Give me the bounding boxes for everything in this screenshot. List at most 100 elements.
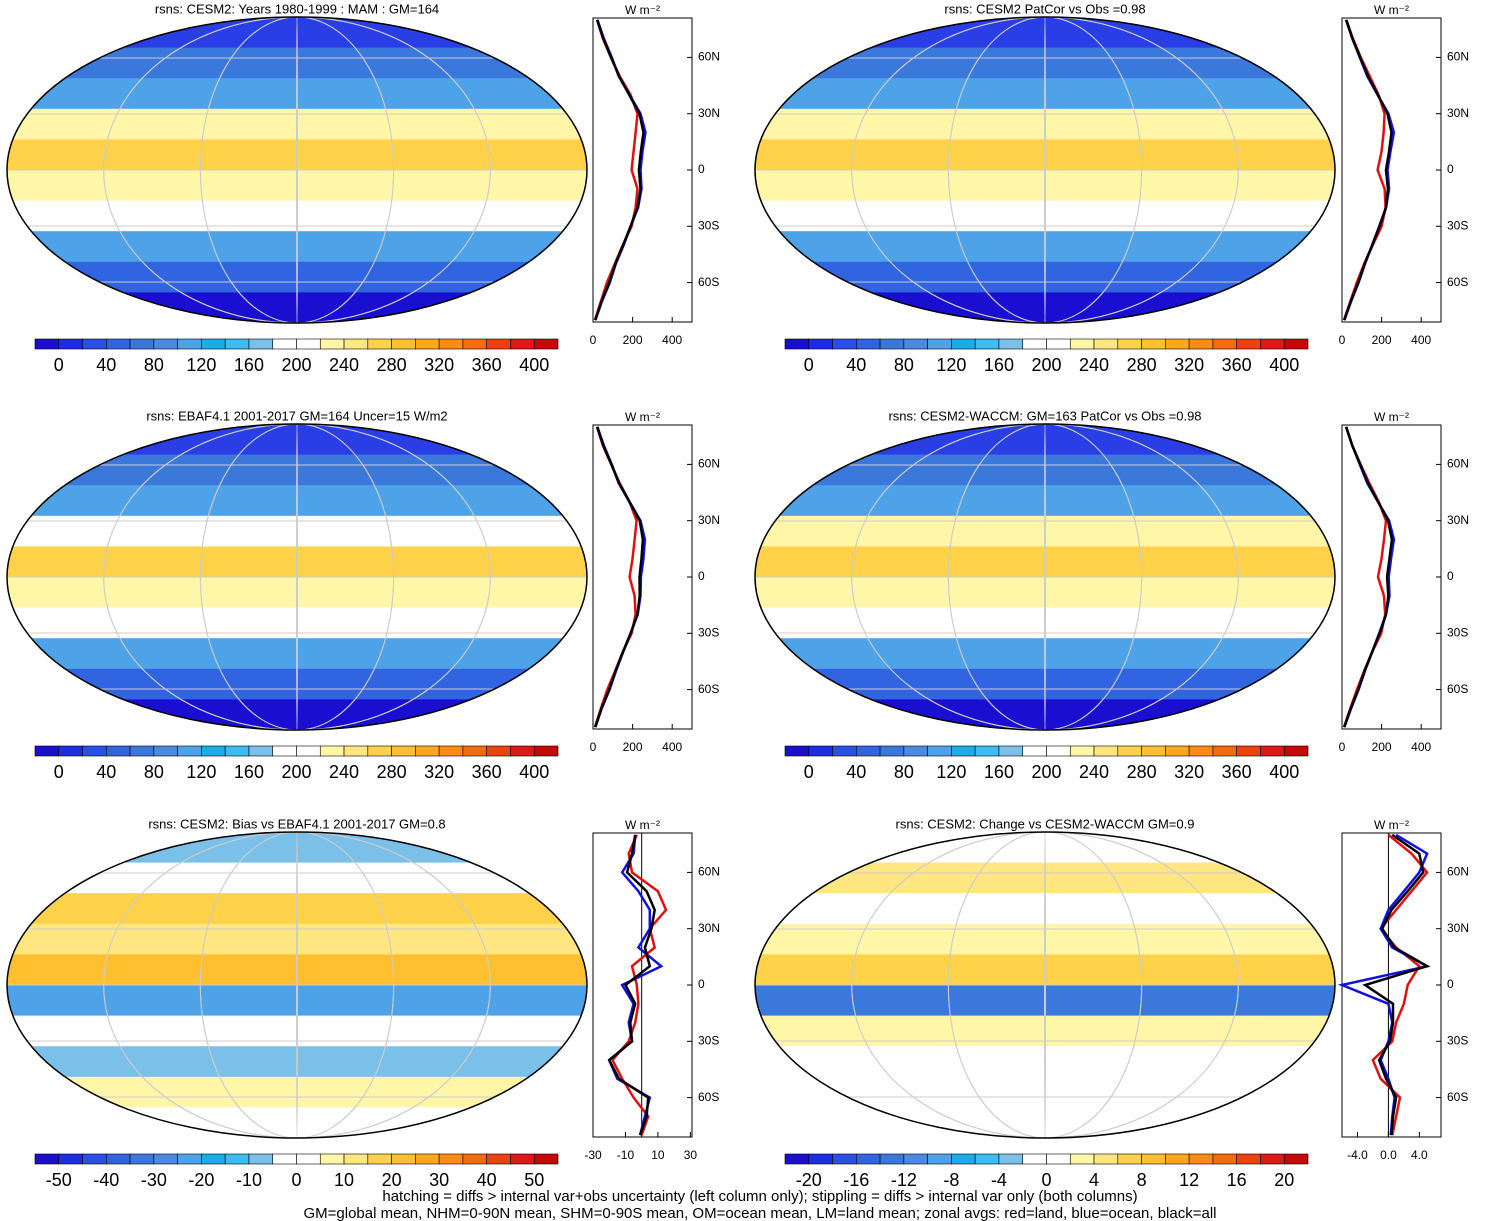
x-tick-label: 200	[623, 333, 643, 347]
colorbar-box	[903, 745, 928, 757]
colorbar-box	[415, 1153, 440, 1165]
colorbar-box	[486, 338, 511, 350]
zonal-unit: W m⁻²	[1374, 3, 1409, 17]
colorbar-box	[927, 338, 952, 350]
colorbar-box	[533, 745, 559, 757]
colorbar-box	[391, 1153, 416, 1165]
colorbar-label: 200	[1031, 355, 1061, 375]
colorbar-label: 80	[894, 355, 914, 375]
colorbar-label: 320	[424, 355, 454, 375]
y-tick-label: 30N	[1447, 513, 1469, 527]
colorbar-box	[832, 1153, 857, 1165]
map-border	[754, 831, 1336, 1139]
y-tick-label: 30N	[1447, 921, 1469, 935]
colorbar-box	[808, 1153, 833, 1165]
colorbar-box	[510, 338, 535, 350]
x-tick-label: 4.0	[1411, 1148, 1428, 1162]
colorbar-box	[1022, 1153, 1047, 1165]
colorbar-label: 280	[1127, 762, 1157, 782]
colorbar-label: 160	[234, 355, 264, 375]
map-border	[754, 423, 1336, 731]
footer-line: hatching = diffs > internal var+obs unce…	[382, 1188, 1137, 1205]
colorbar-label: 30	[429, 1170, 449, 1190]
panel-title: rsns: EBAF4.1 2001-2017 GM=164 Uncer=15 …	[146, 408, 447, 423]
x-tick-label: 0.0	[1380, 1148, 1397, 1162]
colorbar-box	[856, 745, 881, 757]
map-border	[6, 16, 588, 324]
colorbar-label: 0	[54, 355, 64, 375]
colorbar-label: 120	[186, 355, 216, 375]
colorbar-box	[296, 1153, 321, 1165]
colorbar-box	[58, 338, 83, 350]
colorbar-label: -30	[141, 1170, 167, 1190]
colorbar-box	[974, 1153, 1000, 1165]
colorbar-box	[1283, 745, 1309, 757]
y-tick-label: 60S	[698, 275, 719, 289]
colorbar-box	[462, 1153, 487, 1165]
colorbar-box	[272, 1153, 297, 1165]
colorbar-box	[951, 1153, 976, 1165]
y-tick-label: 30N	[698, 106, 720, 120]
map	[6, 423, 588, 731]
colorbar-label: 40	[96, 762, 116, 782]
zonal-line	[594, 426, 647, 728]
panel: rsns: EBAF4.1 2001-2017 GM=164 Uncer=15 …	[6, 408, 720, 782]
colorbar-label: 40	[846, 355, 866, 375]
panel: rsns: CESM2-WACCM: GM=163 PatCor vs Obs …	[754, 408, 1469, 782]
colorbar-box	[248, 1153, 274, 1165]
colorbar-box	[784, 338, 810, 350]
colorbar-box	[82, 745, 107, 757]
zonal-unit: W m⁻²	[1374, 410, 1409, 424]
panel-title: rsns: CESM2 PatCor vs Obs =0.98	[944, 1, 1145, 16]
colorbar-box	[1022, 745, 1047, 757]
map-field	[755, 832, 1335, 1138]
colorbar-label: 200	[281, 762, 311, 782]
colorbar-box	[1046, 1153, 1071, 1165]
colorbar-box	[58, 745, 83, 757]
x-tick-label: 0	[1339, 333, 1346, 347]
zonal-line	[594, 426, 645, 728]
colorbar-label: 10	[334, 1170, 354, 1190]
colorbar-label: 50	[524, 1170, 544, 1190]
y-tick-label: 60S	[1447, 682, 1468, 696]
colorbar-box	[343, 338, 369, 350]
colorbar-box	[129, 745, 155, 757]
colorbar-label: 240	[329, 355, 359, 375]
y-tick-label: 30N	[698, 921, 720, 935]
map-border	[6, 423, 588, 731]
colorbar-label: 360	[1222, 355, 1252, 375]
colorbar-box	[1093, 745, 1119, 757]
panel-title: rsns: CESM2: Bias vs EBAF4.1 2001-2017 G…	[148, 816, 445, 831]
colorbar-label: 20	[1274, 1170, 1294, 1190]
colorbar-label: 40	[96, 355, 116, 375]
colorbar-label: 320	[424, 762, 454, 782]
colorbar-box	[1188, 745, 1214, 757]
colorbar-box	[106, 1153, 131, 1165]
y-tick-label: 30S	[1447, 218, 1468, 232]
x-tick-label: 400	[1411, 740, 1431, 754]
colorbar-box	[224, 745, 250, 757]
colorbar-box	[808, 338, 833, 350]
zonal-line	[1342, 19, 1387, 321]
panel-title: rsns: CESM2: Change vs CESM2-WACCM GM=0.…	[896, 816, 1195, 831]
y-tick-label: 60S	[1447, 1090, 1468, 1104]
colorbar-label: 400	[1269, 355, 1299, 375]
colorbar-box	[415, 745, 440, 757]
colorbar-box	[82, 338, 107, 350]
colorbar-box	[201, 1153, 226, 1165]
colorbar-box	[1046, 338, 1071, 350]
colorbar-label: -12	[891, 1170, 917, 1190]
colorbar-label: 40	[477, 1170, 497, 1190]
colorbar-box	[319, 1153, 345, 1165]
map	[754, 831, 1336, 1139]
y-tick-label: 30N	[698, 513, 720, 527]
colorbar-box	[533, 1153, 559, 1165]
colorbar-box	[1260, 1153, 1285, 1165]
colorbar-box	[856, 1153, 881, 1165]
map-field	[7, 17, 587, 323]
colorbar-box	[1117, 338, 1142, 350]
x-tick-label: 0	[590, 333, 597, 347]
colorbar-label: 240	[329, 762, 359, 782]
colorbar-label: -10	[236, 1170, 262, 1190]
zonal-line	[1362, 833, 1431, 1136]
